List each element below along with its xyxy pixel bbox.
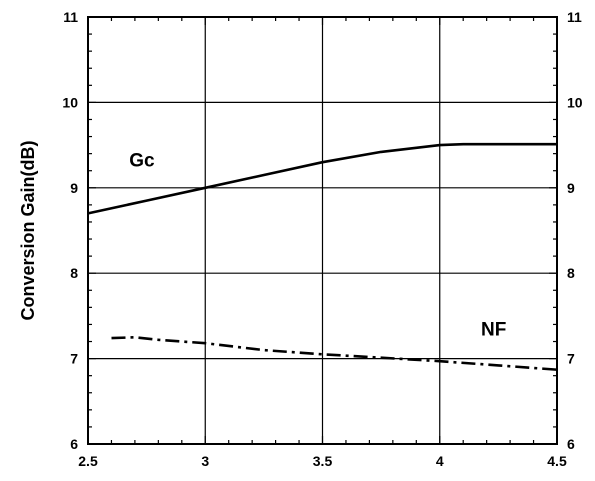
x-tick-label: 3.5: [313, 453, 333, 469]
tick-layer: [87, 16, 558, 445]
annotation-gc: Gc: [129, 150, 155, 171]
y-tick-label-left: 10: [62, 94, 78, 110]
y-tick-label-right: 9: [567, 180, 575, 196]
y-tick-label-right: 10: [567, 94, 583, 110]
x-tick-label: 4.5: [547, 453, 567, 469]
x-tick-label: 2.5: [78, 453, 98, 469]
y-tick-label-right: 7: [567, 351, 575, 367]
x-tick-label: 4: [436, 453, 444, 469]
series-line-nf: [111, 336, 558, 371]
annotation-nf: NF: [481, 320, 506, 341]
y-tick-label-left: 6: [70, 436, 78, 452]
y-tick-label-left: 7: [70, 351, 78, 367]
x-tick-label: 3: [201, 453, 209, 469]
series-line-gc: [87, 142, 557, 215]
y-tick-label-left: 8: [70, 265, 78, 281]
y-tick-label-left: 9: [70, 180, 78, 196]
y-tick-label-right: 6: [567, 436, 575, 452]
grid-layer: [88, 17, 557, 444]
series-layer: [87, 142, 558, 371]
y-tick-label-left: 11: [63, 9, 78, 25]
y-axis-label: Conversion Gain(dB): [18, 140, 38, 320]
y-tick-label-right: 11: [567, 9, 582, 25]
y-tick-label-right: 8: [567, 265, 575, 281]
